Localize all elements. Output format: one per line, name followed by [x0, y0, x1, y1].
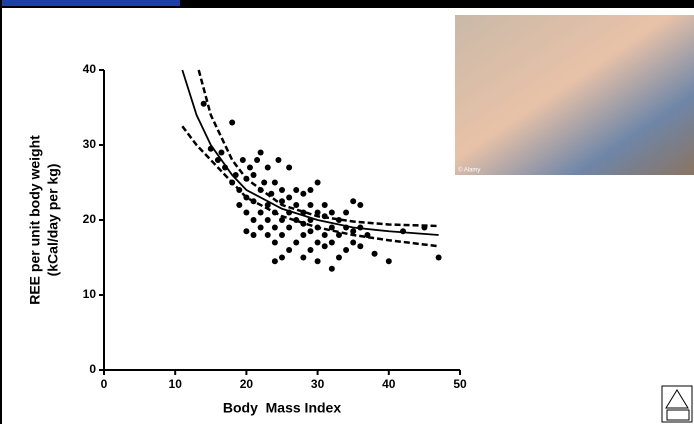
- data-point: [257, 209, 264, 216]
- x-axis-title: Body Mass Index: [223, 400, 341, 416]
- y-axis-title: (kCal/day per kg): [45, 164, 61, 277]
- y-tick-label: 10: [83, 287, 97, 301]
- data-point: [371, 250, 378, 257]
- data-point: [328, 224, 335, 231]
- x-tick-label: 0: [101, 377, 108, 391]
- data-point: [307, 247, 314, 253]
- data-point: [314, 239, 321, 246]
- data-point: [321, 232, 328, 238]
- photo: [455, 15, 694, 175]
- data-point: [328, 239, 335, 246]
- data-point: [350, 239, 357, 246]
- data-point: [243, 228, 250, 235]
- data-point: [264, 232, 271, 238]
- data-point: [293, 239, 300, 246]
- data-point: [293, 202, 300, 208]
- data-point: [250, 217, 257, 223]
- data-point: [314, 258, 321, 265]
- data-point: [350, 198, 357, 205]
- left-border: [0, 0, 2, 424]
- data-point: [314, 209, 321, 216]
- data-point: [328, 265, 335, 272]
- data-point: [328, 209, 335, 216]
- x-tick-label: 30: [311, 377, 325, 391]
- data-point: [343, 209, 350, 216]
- data-point: [275, 157, 282, 163]
- data-point: [271, 239, 278, 246]
- x-tick-label: 20: [240, 377, 254, 391]
- data-point: [250, 172, 257, 178]
- data-point: [343, 247, 350, 253]
- data-point: [271, 224, 278, 231]
- top-bar: [0, 0, 694, 8]
- data-point: [254, 157, 261, 163]
- photo-credit: © Alamy: [458, 167, 480, 174]
- data-point: [271, 179, 278, 186]
- data-point: [321, 202, 328, 208]
- data-point: [321, 243, 328, 250]
- data-point: [264, 217, 271, 223]
- y-axis-title: REE per unit body weight: [27, 135, 43, 305]
- data-point: [335, 254, 342, 261]
- data-point: [435, 254, 442, 261]
- data-point: [385, 258, 392, 265]
- data-point: [257, 224, 264, 231]
- data-point: [279, 187, 285, 193]
- data-point: [350, 228, 357, 235]
- data-point: [279, 232, 285, 238]
- fit-curve: [181, 69, 439, 236]
- x-tick-label: 10: [169, 377, 183, 391]
- data-point: [236, 202, 243, 208]
- data-point: [239, 157, 246, 163]
- header-tab: [0, 0, 180, 6]
- data-point: [264, 202, 271, 208]
- data-point: [246, 164, 253, 171]
- data-point: [300, 254, 307, 261]
- data-point: [279, 217, 285, 223]
- data-point: [200, 100, 207, 107]
- data-point: [307, 187, 314, 193]
- data-point: [279, 254, 285, 261]
- data-point: [286, 224, 293, 231]
- data-point: [286, 164, 293, 171]
- y-tick-label: 20: [83, 212, 97, 226]
- data-point: [229, 119, 236, 126]
- data-point: [357, 243, 364, 250]
- fit-curve: [197, 69, 439, 228]
- data-point: [357, 202, 364, 208]
- x-tick-label: 50: [453, 377, 467, 391]
- data-point: [250, 232, 257, 238]
- data-point: [307, 228, 314, 235]
- logo: [661, 385, 693, 423]
- data-point: [300, 190, 307, 197]
- data-point: [293, 187, 300, 193]
- data-point: [307, 202, 314, 208]
- data-point: [279, 198, 285, 205]
- data-point: [300, 232, 307, 238]
- data-point: [286, 194, 293, 201]
- data-point: [264, 164, 271, 171]
- data-point: [314, 179, 321, 186]
- y-tick-label: 0: [89, 362, 96, 376]
- data-point: [335, 232, 342, 238]
- fit-curve: [181, 125, 439, 248]
- y-tick-label: 30: [83, 137, 97, 151]
- data-point: [261, 179, 268, 186]
- data-point: [243, 209, 250, 216]
- data-point: [271, 258, 278, 265]
- data-point: [286, 247, 293, 253]
- x-tick-label: 40: [382, 377, 396, 391]
- y-tick-label: 40: [83, 62, 97, 76]
- data-point: [257, 149, 264, 156]
- data-point: [218, 149, 225, 156]
